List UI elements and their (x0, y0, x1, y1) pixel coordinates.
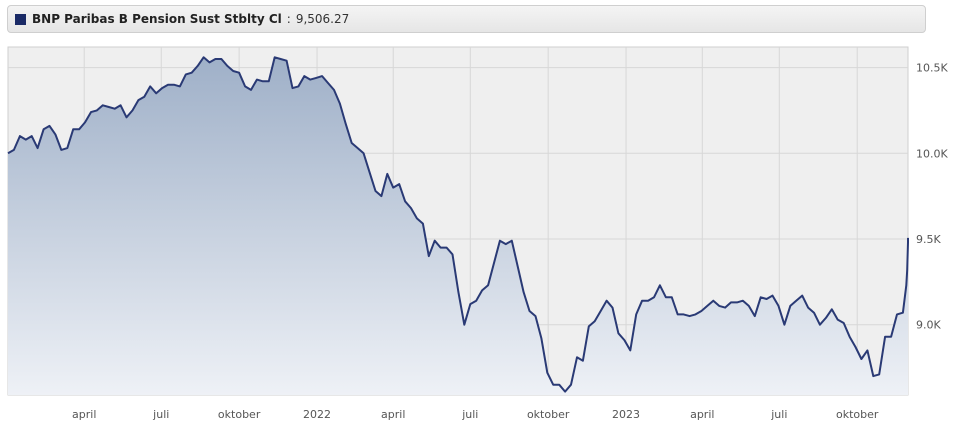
series-color-swatch (15, 13, 26, 25)
x-tick-label: 2022 (303, 408, 331, 421)
x-tick-label: juli (152, 408, 169, 421)
x-tick-label: oktober (527, 408, 570, 421)
x-tick-label: juli (770, 408, 787, 421)
x-tick-label: oktober (836, 408, 879, 421)
x-tick-label: oktober (218, 408, 261, 421)
series-area (8, 57, 908, 396)
x-tick-label: juli (461, 408, 478, 421)
series-line (7, 56, 909, 393)
chart-legend: BNP Paribas B Pension Sust Stblty Cl : 9… (7, 5, 926, 33)
x-axis-labels: april juli oktober 2022 april juli oktober 2023… (72, 408, 879, 421)
y-axis-labels: 9.0K 9.5K 10.0K 10.5K (916, 62, 948, 332)
x-tick-label: april (690, 408, 714, 421)
legend-separator: : (286, 12, 291, 26)
y-tick-label: 10.5K (916, 62, 948, 75)
x-tick-label: april (72, 408, 96, 421)
y-tick-label: 10.0K (916, 147, 948, 160)
y-tick-label: 9.5K (916, 233, 941, 246)
series-name: BNP Paribas B Pension Sust Stblty Cl (32, 12, 282, 26)
y-tick-label: 9.0K (916, 319, 941, 332)
x-tick-label: 2023 (612, 408, 640, 421)
series-last-value: 9,506.27 (295, 12, 350, 26)
x-tick-label: april (381, 408, 405, 421)
